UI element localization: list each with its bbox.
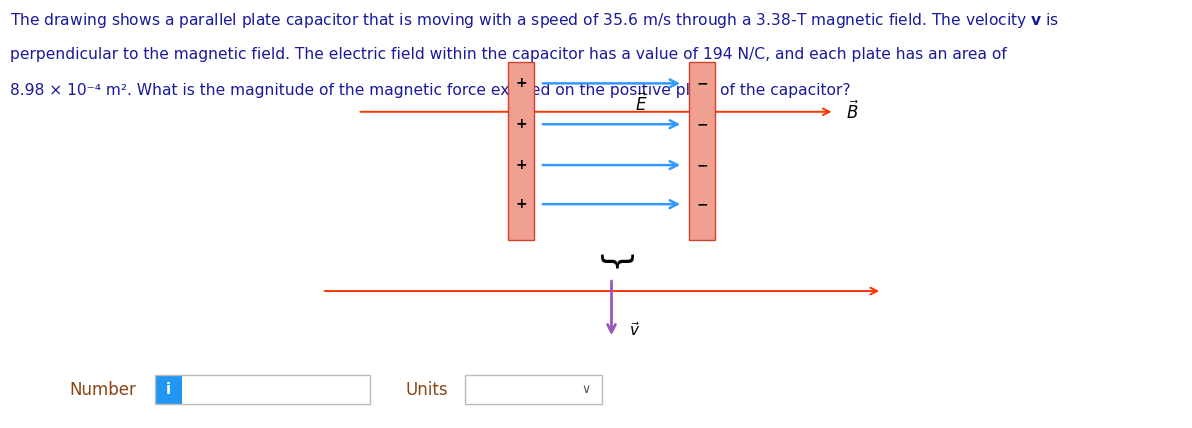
Text: perpendicular to the magnetic field. The electric field within the capacitor has: perpendicular to the magnetic field. The… xyxy=(10,47,1006,62)
Bar xyxy=(155,374,182,404)
Text: Number: Number xyxy=(69,381,136,399)
Text: $\vec{E}$: $\vec{E}$ xyxy=(635,92,647,115)
Text: +: + xyxy=(515,197,527,211)
Text: $\vec{v}$: $\vec{v}$ xyxy=(629,321,640,339)
Text: +: + xyxy=(515,76,527,90)
Text: −: − xyxy=(696,158,708,172)
Text: }: } xyxy=(595,253,628,276)
Bar xyxy=(508,62,534,240)
Text: −: − xyxy=(696,117,708,131)
Text: The drawing shows a parallel plate capacitor that is moving with a speed of 35.6: The drawing shows a parallel plate capac… xyxy=(10,11,1058,30)
Text: $\vec{B}$: $\vec{B}$ xyxy=(846,101,859,123)
Bar xyxy=(465,374,602,404)
Text: +: + xyxy=(515,117,527,131)
Text: Units: Units xyxy=(405,381,448,399)
Bar xyxy=(689,62,715,240)
Text: −: − xyxy=(696,197,708,211)
Bar xyxy=(155,374,370,404)
Text: ∨: ∨ xyxy=(581,383,590,396)
Text: +: + xyxy=(515,158,527,172)
Text: 8.98 × 10⁻⁴ m². What is the magnitude of the magnetic force exerted on the posit: 8.98 × 10⁻⁴ m². What is the magnitude of… xyxy=(10,83,850,98)
Text: −: − xyxy=(696,76,708,90)
Text: i: i xyxy=(166,382,172,397)
